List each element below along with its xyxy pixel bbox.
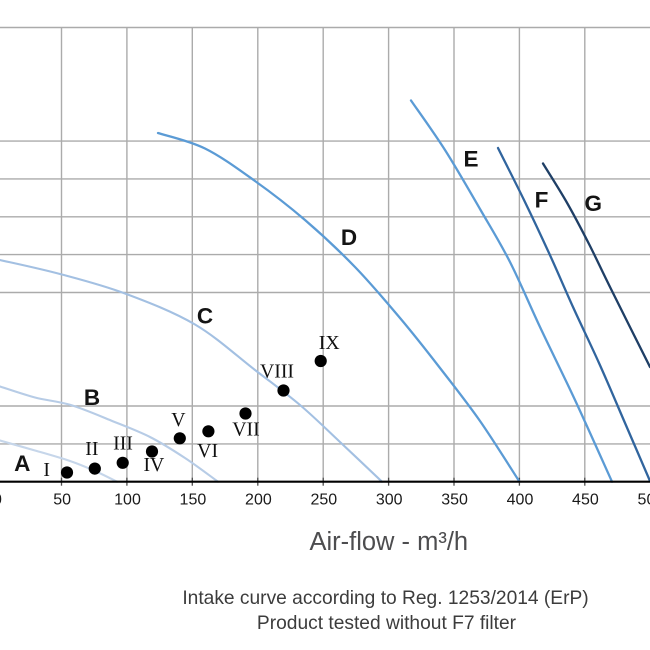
svg-text:400: 400 bbox=[507, 491, 534, 508]
svg-text:Product tested without F7 filt: Product tested without F7 filter bbox=[257, 613, 517, 634]
svg-text:Air-flow - m³/h: Air-flow - m³/h bbox=[309, 528, 468, 556]
svg-text:0: 0 bbox=[0, 491, 2, 508]
svg-text:500: 500 bbox=[638, 491, 650, 508]
svg-text:100: 100 bbox=[114, 491, 141, 508]
svg-text:A: A bbox=[14, 451, 30, 476]
svg-text:50: 50 bbox=[53, 491, 71, 508]
svg-text:V: V bbox=[171, 409, 186, 431]
svg-text:III: III bbox=[113, 433, 133, 455]
svg-text:I: I bbox=[43, 459, 50, 481]
svg-text:150: 150 bbox=[180, 491, 207, 508]
svg-text:VIII: VIII bbox=[260, 361, 294, 383]
svg-text:VII: VII bbox=[232, 418, 259, 440]
svg-text:450: 450 bbox=[572, 491, 599, 508]
svg-text:VI: VI bbox=[197, 440, 218, 462]
svg-text:IV: IV bbox=[143, 454, 165, 476]
svg-text:350: 350 bbox=[441, 491, 468, 508]
svg-text:B: B bbox=[84, 385, 100, 410]
svg-text:Intake curve according to Reg.: Intake curve according to Reg. 1253/2014… bbox=[182, 588, 588, 609]
svg-text:200: 200 bbox=[245, 491, 272, 508]
svg-text:D: D bbox=[341, 225, 357, 250]
svg-text:E: E bbox=[463, 147, 478, 172]
svg-text:F: F bbox=[535, 187, 549, 212]
svg-text:G: G bbox=[585, 191, 603, 216]
svg-text:IX: IX bbox=[319, 332, 340, 354]
svg-text:250: 250 bbox=[310, 491, 337, 508]
svg-text:300: 300 bbox=[376, 491, 403, 508]
svg-text:C: C bbox=[197, 304, 213, 329]
svg-text:II: II bbox=[85, 438, 98, 460]
